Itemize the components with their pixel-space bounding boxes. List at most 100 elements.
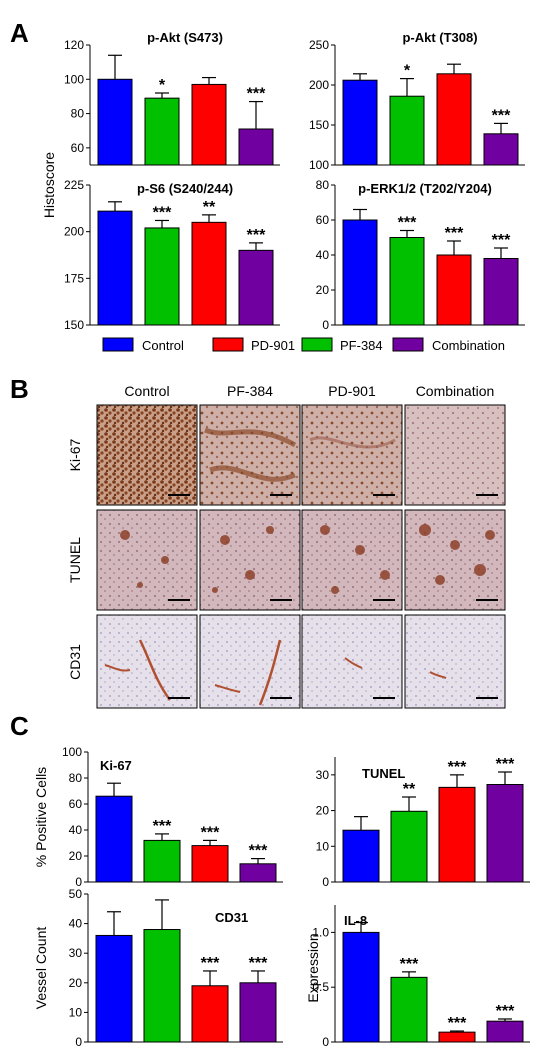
- bar: [342, 931, 380, 1043]
- bar: [436, 73, 472, 166]
- y-tick-label: 40: [316, 248, 330, 262]
- y-axis-label: % Positive Cells: [33, 767, 49, 867]
- bar: [389, 95, 425, 166]
- y-tick-label: 0: [322, 1035, 329, 1049]
- y-tick-label: 200: [64, 225, 84, 239]
- bar: [486, 1020, 524, 1043]
- bar: [95, 934, 133, 1043]
- y-tick-label: 80: [69, 771, 83, 785]
- significance-label: ***: [201, 955, 220, 972]
- bar: [191, 83, 227, 166]
- significance-label: **: [203, 199, 216, 216]
- bar: [342, 829, 380, 883]
- y-tick-label: 20: [69, 976, 83, 990]
- y-tick-label: 80: [316, 178, 330, 192]
- bar: [191, 845, 229, 883]
- bar: [438, 1031, 476, 1043]
- panel-letter-a: A: [10, 18, 29, 48]
- bar: [143, 929, 181, 1043]
- significance-label: ***: [496, 756, 515, 773]
- y-tick-label: 250: [309, 38, 329, 52]
- y-tick-label: 1.0: [312, 925, 329, 939]
- chart-title: CD31: [215, 910, 248, 925]
- bar: [436, 254, 472, 326]
- y-tick-label: 10: [69, 1005, 83, 1019]
- bar: [239, 863, 277, 883]
- micrograph-tunel-control: [96, 509, 198, 611]
- significance-label: ***: [448, 759, 467, 776]
- chart-4: 0 20 40 60 80 100 *** *** *** Ki-67 % Positive Cel…: [33, 745, 283, 889]
- legend: Control PD-901 PF-384 Combination: [102, 337, 505, 353]
- bar: [390, 810, 428, 883]
- y-tick-label: 60: [69, 797, 83, 811]
- bar: [483, 258, 519, 326]
- bar: [191, 221, 227, 326]
- y-tick-label: 0: [75, 875, 82, 889]
- micrograph-cd31-pd901: [301, 614, 403, 709]
- chart-title: p-ERK1/2 (T202/Y204): [358, 181, 492, 196]
- row-header-cd31: CD31: [67, 644, 83, 680]
- chart-title: Ki-67: [100, 758, 132, 773]
- y-tick-label: 0: [322, 318, 329, 332]
- panel-a-ylabel: Histoscore: [41, 152, 57, 218]
- bar: [97, 210, 133, 326]
- micrograph-grid: [96, 404, 506, 709]
- bar: [191, 985, 229, 1043]
- significance-label: ***: [398, 215, 417, 232]
- chart-7: 0 0.5 1.0 *** *** *** IL-8 Expression: [305, 905, 530, 1049]
- bar: [97, 78, 133, 166]
- y-tick-label: 20: [316, 804, 330, 818]
- y-tick-label: 175: [64, 271, 84, 285]
- chart-3: 0 20 40 60 80 *** *** *** p-ERK1/2 (T202/Y204): [316, 178, 525, 332]
- significance-label: ***: [445, 225, 464, 242]
- y-tick-label: 100: [309, 158, 329, 172]
- y-tick-label: 0.5: [312, 980, 329, 994]
- y-tick-label: 30: [69, 946, 83, 960]
- col-header-combination: Combination: [416, 383, 495, 399]
- y-tick-label: 60: [316, 213, 330, 227]
- y-tick-label: 60: [71, 141, 85, 155]
- bar: [486, 784, 524, 883]
- micrograph-ki67-pd901: [301, 404, 403, 506]
- bar: [389, 237, 425, 326]
- significance-label: ***: [400, 956, 419, 973]
- chart-6: 0 10 20 30 40 50 *** *** CD31 Vessel Count: [33, 887, 283, 1049]
- legend-swatch-combination: [392, 337, 424, 352]
- significance-label: *: [159, 77, 166, 94]
- bar: [390, 976, 428, 1043]
- y-tick-label: 150: [64, 318, 84, 332]
- y-tick-label: 120: [64, 38, 84, 52]
- y-tick-label: 20: [316, 283, 330, 297]
- y-tick-label: 40: [69, 917, 83, 931]
- significance-label: **: [403, 781, 416, 798]
- y-tick-label: 100: [64, 72, 84, 86]
- significance-label: ***: [247, 227, 266, 244]
- legend-label-combination: Combination: [432, 338, 505, 353]
- col-header-pd901: PD-901: [328, 383, 376, 399]
- significance-label: ***: [492, 232, 511, 249]
- bar: [342, 79, 378, 166]
- y-tick-label: 30: [316, 768, 330, 782]
- legend-label-pf384: PF-384: [340, 338, 383, 353]
- micrograph-tunel-pd901: [301, 509, 403, 611]
- chart-title: TUNEL: [362, 766, 405, 781]
- micrograph-ki67-control: [96, 404, 198, 506]
- legend-swatch-pf384: [301, 337, 333, 352]
- y-tick-label: 100: [62, 745, 82, 759]
- legend-swatch-control: [102, 337, 134, 352]
- bar: [239, 982, 277, 1043]
- y-tick-label: 0: [322, 875, 329, 889]
- y-tick-label: 0: [75, 1035, 82, 1049]
- chart-title: p-S6 (S240/244): [137, 181, 233, 196]
- bar: [483, 133, 519, 166]
- micrograph-ki67-combination: [404, 404, 506, 506]
- col-header-control: Control: [124, 383, 169, 399]
- y-axis-label: Expression: [305, 933, 321, 1002]
- col-header-pf384: PF-384: [227, 383, 273, 399]
- row-header-ki67: Ki-67: [67, 438, 83, 471]
- y-tick-label: 150: [309, 118, 329, 132]
